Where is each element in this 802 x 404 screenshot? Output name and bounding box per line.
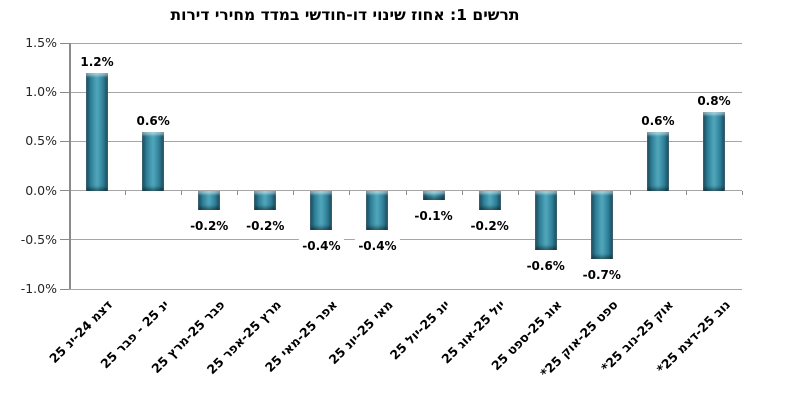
bar-value-label: -0.4% [299, 237, 344, 254]
bar [590, 190, 613, 260]
bar [198, 190, 221, 211]
category-tick [125, 190, 127, 196]
bar [478, 190, 501, 211]
y-axis-tick [60, 42, 69, 44]
y-gridline [69, 288, 742, 290]
category-tick [685, 190, 687, 196]
category-tick [69, 190, 70, 196]
bar [702, 111, 725, 191]
y-gridline [69, 91, 742, 93]
bar [422, 190, 445, 201]
category-tick [629, 190, 631, 196]
y-axis-label: 1.5% [25, 35, 57, 50]
bar-value-label: -0.1% [411, 208, 456, 225]
bar [646, 131, 669, 191]
bar [86, 72, 109, 191]
bar-value-label: -0.7% [579, 267, 624, 284]
bar-value-label: 0.8% [694, 92, 734, 109]
category-tick [573, 190, 575, 196]
category-tick [349, 190, 351, 196]
y-axis-label: 1.0% [25, 84, 57, 100]
y-axis-tick [60, 288, 69, 290]
y-axis-label: -1.0% [20, 281, 57, 296]
bar [534, 190, 557, 250]
bar-value-label: 0.6% [133, 112, 173, 129]
y-axis-tick [60, 190, 69, 192]
category-tick [405, 190, 407, 196]
y-axis-tick [60, 91, 69, 93]
bar-value-label: 0.6% [638, 112, 678, 129]
y-axis-tick [60, 140, 69, 142]
bar-value-label: -0.2% [187, 218, 232, 235]
bar-value-label: -0.2% [243, 218, 288, 235]
y-axis-label: 0.5% [25, 133, 57, 149]
category-tick [461, 190, 463, 196]
chart-title: תרשים 1: אחוז שינוי דו-חודשי במדד מחירי … [170, 6, 520, 24]
y-gridline [69, 239, 742, 241]
bar [366, 190, 389, 230]
value-axis-line [69, 43, 71, 289]
bar [310, 190, 333, 230]
y-axis-label: -0.5% [20, 231, 57, 247]
category-tick [181, 190, 183, 196]
bar-value-label: -0.6% [523, 257, 568, 274]
y-axis-tick [60, 239, 69, 241]
y-gridline [69, 140, 742, 142]
bar-value-label: -0.4% [355, 237, 400, 254]
category-tick [517, 190, 519, 196]
category-tick [293, 190, 295, 196]
y-axis-label: 0.0% [25, 182, 57, 198]
bar-value-label: -0.2% [467, 218, 512, 235]
category-tick [742, 190, 743, 196]
bar [142, 131, 165, 191]
category-tick [237, 190, 239, 196]
bar-value-label: 1.2% [77, 53, 117, 70]
y-gridline [69, 42, 742, 44]
bar [254, 190, 277, 211]
